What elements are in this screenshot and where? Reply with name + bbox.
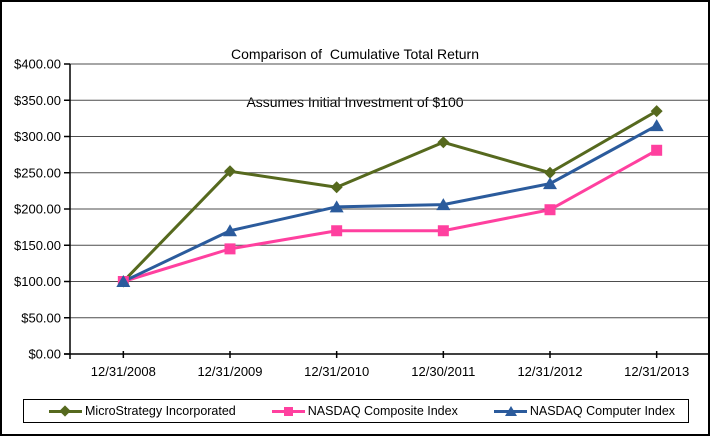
x-tick-label: 12/31/2012 bbox=[517, 364, 582, 379]
chart-title-line2: Assumes Initial Investment of $100 bbox=[246, 94, 464, 110]
y-tick-label: $150.00 bbox=[14, 238, 61, 253]
chart-title: Comparison of Cumulative Total Return As… bbox=[2, 14, 708, 142]
y-tick-label: $100.00 bbox=[14, 274, 61, 289]
x-tick-label: 12/31/2009 bbox=[197, 364, 262, 379]
marker-square-nasdaq-composite-index bbox=[437, 225, 449, 237]
y-tick-label: $250.00 bbox=[14, 165, 61, 180]
marker-square-nasdaq-composite-index bbox=[224, 243, 236, 255]
marker-square-nasdaq-composite-index bbox=[544, 204, 556, 216]
y-tick-label: $0.00 bbox=[28, 347, 61, 362]
legend: MicroStrategy Incorporated NASDAQ Compos… bbox=[23, 399, 689, 423]
marker-triangle-nasdaq-computer-index bbox=[223, 224, 237, 237]
marker-triangle-nasdaq-computer-index bbox=[543, 177, 557, 190]
y-tick-label: $200.00 bbox=[14, 202, 61, 217]
legend-sample-diamond-icon bbox=[49, 404, 82, 417]
series-line-nasdaq-computer-index bbox=[122, 124, 658, 283]
marker-square-nasdaq-composite-index bbox=[651, 144, 663, 156]
chart-title-line1: Comparison of Cumulative Total Return bbox=[231, 46, 479, 62]
x-tick-label: 12/31/2010 bbox=[304, 364, 369, 379]
marker-diamond-microstrategy-incorporated bbox=[650, 105, 663, 118]
marker-triangle-nasdaq-computer-index bbox=[436, 198, 451, 211]
marker-triangle-nasdaq-computer-index bbox=[329, 200, 344, 213]
x-tick-label: 12/30/2011 bbox=[411, 364, 475, 379]
legend-label: NASDAQ Computer Index bbox=[529, 404, 676, 418]
y-tick-label: $300.00 bbox=[14, 129, 61, 144]
y-tick-label: $400.00 bbox=[14, 57, 61, 72]
marker-diamond-microstrategy-incorporated bbox=[437, 136, 450, 149]
series-line-nasdaq-composite-index bbox=[122, 148, 658, 283]
legend-sample-triangle-icon bbox=[493, 405, 527, 417]
y-tick-label: $350.00 bbox=[14, 93, 61, 108]
legend-item-microstrategy: MicroStrategy Incorporated bbox=[49, 404, 236, 418]
x-tick-label: 12/31/2013 bbox=[624, 364, 689, 379]
legend-item-nasdaq-composite: NASDAQ Composite Index bbox=[271, 404, 458, 418]
marker-triangle-nasdaq-computer-index bbox=[649, 119, 664, 132]
marker-diamond-microstrategy-incorporated bbox=[224, 165, 236, 178]
marker-square-nasdaq-composite-index bbox=[331, 225, 343, 237]
legend-label: NASDAQ Composite Index bbox=[307, 404, 458, 418]
plot-area: $0.00 $50.00 $100.00 $150.00 $200.00 $250.00 $… bbox=[14, 57, 708, 379]
legend-label: MicroStrategy Incorporated bbox=[85, 404, 236, 418]
legend-sample-square-icon bbox=[271, 406, 305, 417]
x-tick-label: 12/31/2008 bbox=[91, 364, 156, 379]
marker-diamond-microstrategy-incorporated bbox=[330, 181, 343, 194]
series-line-microstrategy-incorporated bbox=[122, 109, 658, 283]
marker-triangle-nasdaq-computer-index bbox=[116, 275, 131, 287]
legend-item-nasdaq-computer: NASDAQ Computer Index bbox=[493, 404, 676, 418]
marker-diamond-microstrategy-incorporated bbox=[544, 166, 556, 179]
y-tick-label: $50.00 bbox=[21, 310, 61, 325]
